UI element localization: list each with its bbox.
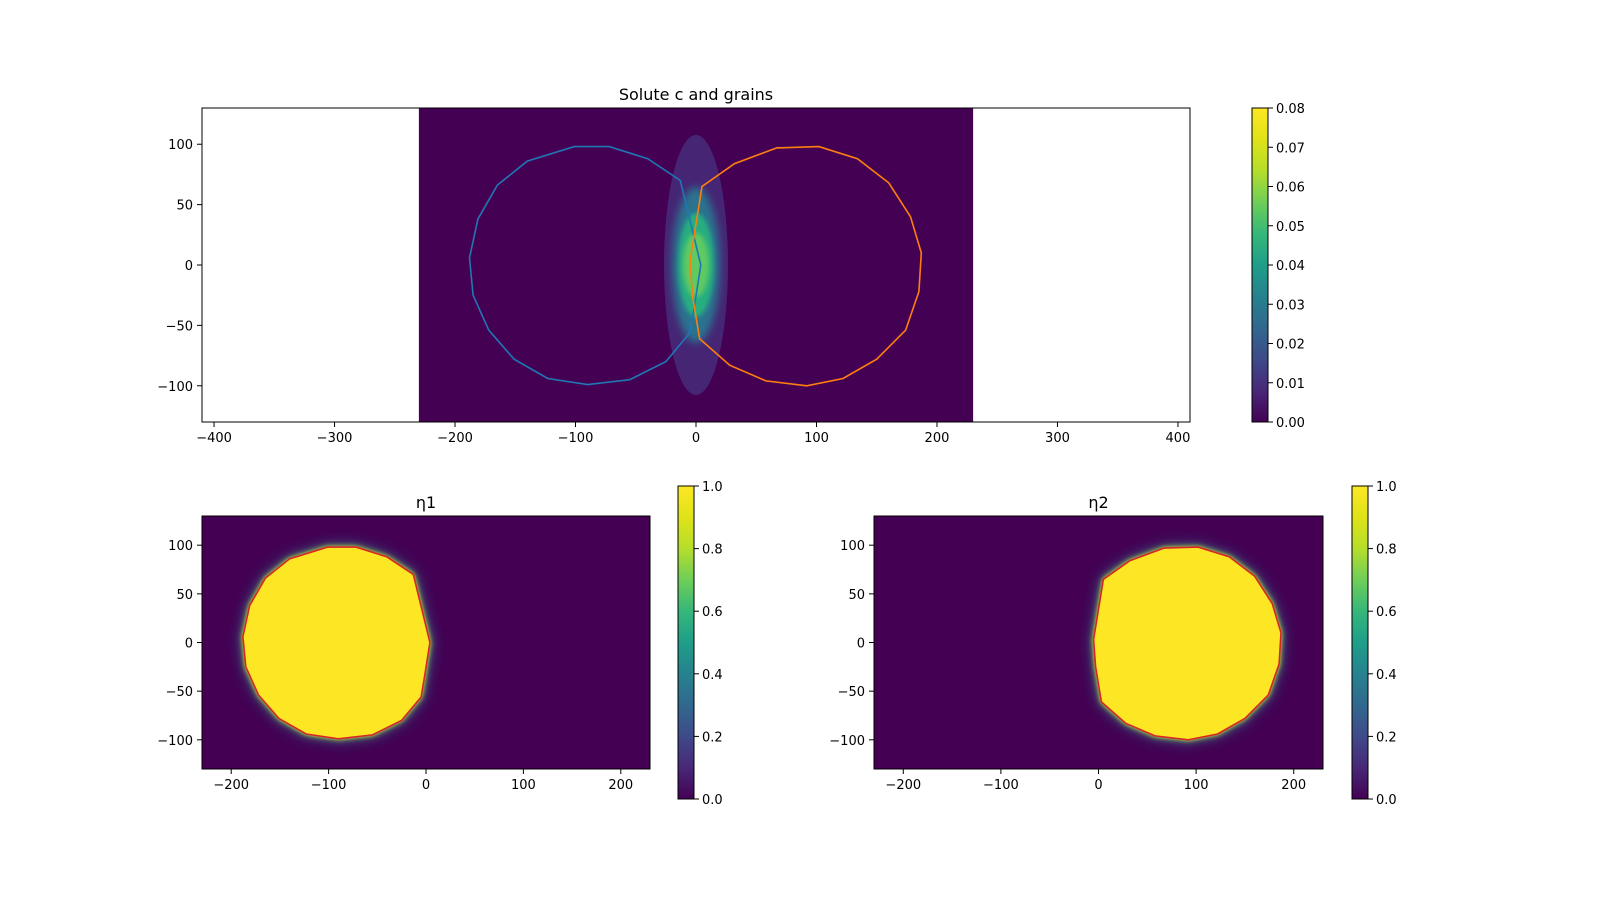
x-tick-label: −400 <box>196 431 232 446</box>
y-tick-label: 0 <box>185 637 193 652</box>
colorbar-tick-label: 0.01 <box>1276 377 1305 392</box>
x-tick-label: 300 <box>1045 431 1070 446</box>
eta1-contour-line <box>242 546 431 740</box>
x-tick-label: −100 <box>983 778 1019 793</box>
eta2-contour-line <box>1092 546 1282 741</box>
x-tick-label: −200 <box>213 778 249 793</box>
x-tick-label: 400 <box>1166 431 1191 446</box>
grain2-contour <box>689 145 923 387</box>
y-tick-label: 50 <box>176 588 193 603</box>
solute-colorbar: 0.00 0.01 0.02 0.03 0.04 0.05 0.06 0.07 0.08 <box>1251 102 1305 431</box>
solute-colorbar-gradient <box>1251 107 1269 423</box>
colorbar-tick-label: 0.8 <box>702 543 723 558</box>
colorbar-tick-label: 0.6 <box>1376 605 1397 620</box>
colorbar-tick-label: 0.0 <box>702 793 723 808</box>
x-tick-label: −100 <box>311 778 347 793</box>
eta1-contour <box>242 546 431 740</box>
colorbar-tick-label: 0.0 <box>1376 793 1397 808</box>
y-tick-label: −100 <box>157 380 193 395</box>
colorbar-tick-label: 0.00 <box>1276 416 1305 431</box>
eta1-title: η1 <box>416 493 436 512</box>
eta2-colorbar-gradient <box>1351 485 1369 800</box>
y-tick-label: −50 <box>166 319 193 334</box>
colorbar-tick-label: 1.0 <box>702 480 723 495</box>
eta2-y-ticks: −100 −50 0 50 100 <box>829 539 874 749</box>
x-tick-label: −200 <box>885 778 921 793</box>
grain1-contour <box>468 145 702 386</box>
solute-y-ticks: −100 −50 0 50 100 <box>157 138 202 395</box>
colorbar-tick-label: 1.0 <box>1376 480 1397 495</box>
eta2-colorbar: 0.0 0.2 0.4 0.6 0.8 1.0 <box>1351 480 1397 808</box>
grain-contours <box>468 145 923 387</box>
eta1-grain-core <box>242 547 430 739</box>
colorbar-tick-label: 0.03 <box>1276 298 1305 313</box>
eta2-heatmap <box>874 516 1323 769</box>
x-tick-label: 100 <box>1184 778 1209 793</box>
colorbar-tick-label: 0.2 <box>1376 730 1397 745</box>
colorbar-tick-label: 0.8 <box>1376 543 1397 558</box>
eta1-heatmap <box>202 516 650 769</box>
y-tick-label: 100 <box>168 539 193 554</box>
colorbar-tick-label: 0.04 <box>1276 259 1305 274</box>
colorbar-tick-label: 0.4 <box>1376 668 1397 683</box>
y-tick-label: −50 <box>838 685 865 700</box>
x-tick-label: −200 <box>437 431 473 446</box>
y-tick-label: 50 <box>176 199 193 214</box>
eta2-x-ticks: −200 −100 0 100 200 <box>885 769 1306 793</box>
eta2-title: η2 <box>1088 493 1108 512</box>
colorbar-tick-label: 0.08 <box>1276 102 1305 117</box>
solute-title: Solute c and grains <box>619 85 773 104</box>
solute-panel: −400 −300 −200 −100 0 100 200 300 400 −100 −50 0 50… <box>157 85 1305 446</box>
colorbar-tick-label: 0.07 <box>1276 141 1305 156</box>
x-tick-label: −100 <box>558 431 594 446</box>
eta1-colorbar-ticks: 0.0 0.2 0.4 0.6 0.8 1.0 <box>694 480 723 808</box>
x-tick-label: 200 <box>608 778 633 793</box>
x-tick-label: 100 <box>804 431 829 446</box>
eta2-grain-core <box>1093 547 1281 740</box>
colorbar-tick-label: 0.06 <box>1276 181 1305 196</box>
eta1-x-ticks: −200 −100 0 100 200 <box>213 769 633 793</box>
eta2-colorbar-ticks: 0.0 0.2 0.4 0.6 0.8 1.0 <box>1368 480 1397 808</box>
colorbar-tick-label: 0.05 <box>1276 220 1305 235</box>
y-tick-label: 50 <box>848 588 865 603</box>
x-tick-label: 100 <box>511 778 536 793</box>
x-tick-label: 200 <box>925 431 950 446</box>
colorbar-tick-label: 0.6 <box>702 605 723 620</box>
x-tick-label: 200 <box>1281 778 1306 793</box>
y-tick-label: 100 <box>840 539 865 554</box>
colorbar-tick-label: 0.2 <box>702 730 723 745</box>
y-tick-label: 0 <box>857 637 865 652</box>
solute-x-ticks: −400 −300 −200 −100 0 100 200 300 400 <box>196 422 1190 446</box>
colorbar-tick-label: 0.4 <box>702 668 723 683</box>
y-tick-label: 100 <box>168 138 193 153</box>
y-tick-label: −100 <box>157 734 193 749</box>
eta1-field <box>242 547 430 739</box>
x-tick-label: 0 <box>422 778 430 793</box>
x-tick-label: 0 <box>692 431 700 446</box>
eta1-colorbar: 0.0 0.2 0.4 0.6 0.8 1.0 <box>677 480 723 808</box>
y-tick-label: −100 <box>829 734 865 749</box>
eta1-colorbar-gradient <box>677 485 695 800</box>
solute-colorbar-ticks: 0.00 0.01 0.02 0.03 0.04 0.05 0.06 0.07 0.08 <box>1268 102 1305 431</box>
solute-peak <box>683 233 709 297</box>
solute-heatmap <box>418 108 974 422</box>
eta2-field <box>1093 547 1281 740</box>
colorbar-tick-label: 0.02 <box>1276 338 1305 353</box>
eta2-contour <box>1092 546 1282 741</box>
eta1-y-ticks: −100 −50 0 50 100 <box>157 539 202 749</box>
x-tick-label: −300 <box>317 431 353 446</box>
y-tick-label: −50 <box>166 685 193 700</box>
y-tick-label: 0 <box>185 259 193 274</box>
x-tick-label: 0 <box>1094 778 1102 793</box>
